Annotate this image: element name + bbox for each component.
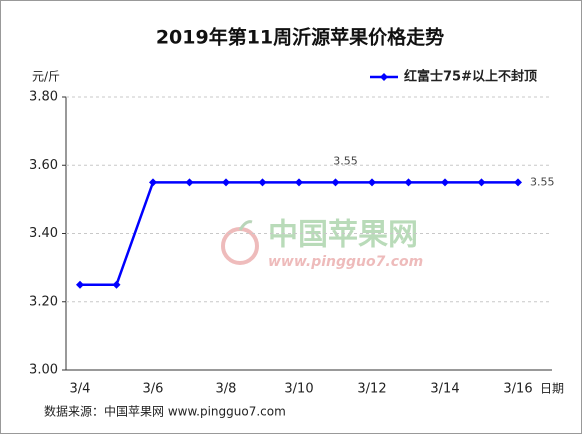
legend-marker — [380, 73, 388, 81]
x-tick-label: 3/12 — [357, 382, 386, 397]
y-tick-label: 3.40 — [29, 226, 58, 241]
data-point — [404, 178, 413, 187]
x-axis-label: 日期 — [540, 382, 564, 396]
x-tick-label: 3/8 — [216, 382, 237, 397]
chart-title: 2019年第11周沂源苹果价格走势 — [156, 26, 444, 49]
data-point — [477, 178, 486, 187]
data-point — [514, 178, 522, 187]
source: 数据来源：中国苹果网 www.pingguo7.com — [44, 404, 286, 419]
x-tick-label: 3/4 — [70, 382, 91, 397]
data-point — [331, 178, 340, 187]
y-tick-label: 3.00 — [29, 363, 58, 378]
x-tick-label: 3/6 — [143, 382, 164, 397]
data-label: 3.55 — [530, 175, 555, 188]
data-point — [441, 178, 449, 187]
data-point — [222, 178, 230, 187]
watermark-logo — [221, 227, 259, 265]
watermark-leaf — [238, 220, 253, 231]
watermark-title: 中国苹果网 — [268, 218, 418, 253]
data-label: 3.55 — [333, 154, 358, 167]
y-axis-label: 元/斤 — [32, 70, 60, 84]
data-point — [112, 280, 121, 289]
data-point — [295, 178, 303, 187]
data-point — [368, 178, 376, 187]
y-tick-label: 3.60 — [29, 158, 58, 173]
y-tick-label: 3.80 — [29, 90, 58, 105]
x-tick-label: 3/14 — [430, 382, 459, 397]
data-point — [258, 178, 267, 187]
watermark: 中国苹果网 www.pingguo7.com — [221, 218, 423, 270]
x-tick-label: 3/16 — [503, 382, 532, 397]
legend-label: 红富士75#以上不封顶 — [404, 69, 537, 85]
data-point — [149, 178, 157, 187]
data-point — [76, 280, 84, 289]
watermark-url: www.pingguo7.com — [268, 254, 423, 270]
data-point — [185, 178, 194, 187]
y-tick-label: 3.20 — [29, 294, 58, 309]
x-tick-label: 3/10 — [284, 382, 313, 397]
